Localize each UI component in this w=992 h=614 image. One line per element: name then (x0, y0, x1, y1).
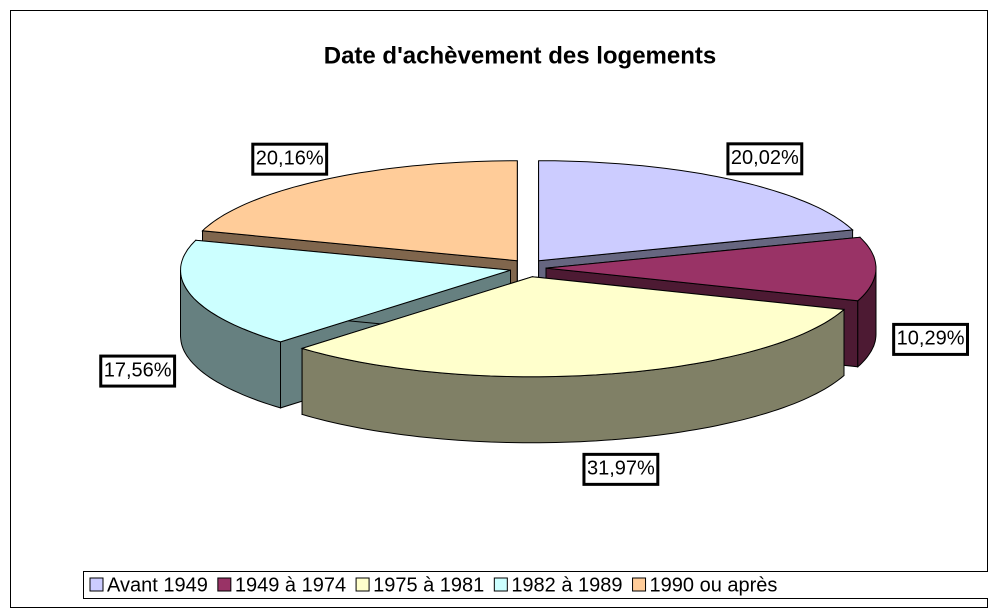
value-label: 31,97% (587, 458, 655, 480)
legend-label: 1975 à 1981 (373, 574, 484, 596)
chart-title: Date d'achèvement des logements (324, 42, 717, 69)
value-label: 17,56% (104, 359, 172, 381)
legend-swatch (355, 577, 370, 592)
legend-label: 1982 à 1989 (511, 574, 622, 596)
slice (538, 160, 854, 262)
value-label-box (582, 452, 660, 486)
value-label-box (726, 142, 804, 176)
value-label: 20,02% (731, 147, 799, 169)
slice (180, 239, 511, 343)
legend-swatch (632, 577, 647, 592)
value-label-box (892, 322, 970, 356)
value-label: 10,29% (897, 328, 965, 350)
legend: Avant 1949 1949 à 1974 1975 à 1981 1982 à 1… (83, 571, 988, 599)
legend-swatch (493, 577, 508, 592)
legend-label: Avant 1949 (107, 574, 208, 596)
legend-box (83, 571, 988, 599)
value-label-box (251, 142, 329, 176)
legend-swatch (89, 577, 104, 592)
value-labels: 20,02% 10,29% 31,97% 17,56% 20,16% (99, 142, 970, 486)
pie (180, 160, 877, 444)
legend-label: 1990 ou après (650, 574, 778, 596)
legend-swatch (217, 577, 232, 592)
value-label-box (99, 354, 177, 388)
slice (300, 276, 846, 378)
legend-label: 1949 à 1974 (235, 574, 346, 596)
value-label: 20,16% (256, 147, 324, 169)
slice (545, 236, 877, 302)
slice (201, 160, 518, 262)
